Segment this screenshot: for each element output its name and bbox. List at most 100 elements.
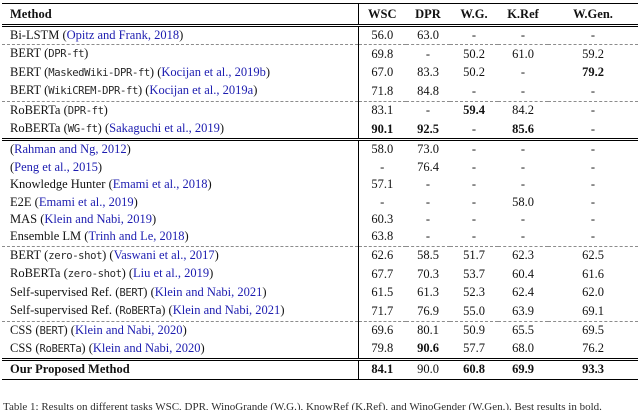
citation-link[interactable]: Emami et al., 2018 bbox=[112, 177, 208, 192]
method-name: Self-supervised Ref. bbox=[10, 284, 113, 299]
citation-link[interactable]: Klein and Nabi, 2021 bbox=[172, 303, 281, 318]
table-row: RoBERTa (DPR-ft) 83.1 - 59.4 84.2 - bbox=[2, 101, 638, 121]
citation-link[interactable]: Peng et al., 2015 bbox=[14, 159, 98, 174]
citation-link[interactable]: Rahman and Ng, 2012 bbox=[14, 142, 127, 157]
method-variant: RoBERTa bbox=[39, 342, 82, 355]
value-cell: 62.6 bbox=[371, 248, 394, 263]
table-row: (Rahman and Ng, 2012) 58.0 73.0 - - - bbox=[2, 139, 638, 159]
value-cell: 65.5 bbox=[512, 323, 534, 337]
value-cell: - bbox=[520, 65, 526, 80]
value-cell: - bbox=[425, 212, 431, 227]
value-cell: 51.7 bbox=[463, 248, 485, 263]
method-variant: RoBERTa bbox=[119, 305, 162, 318]
value-cell: 69.1 bbox=[582, 303, 604, 318]
method-cell: RoBERTa (WG-ft) (Sakaguchi et al., 2019) bbox=[2, 120, 359, 140]
method-name: BERT bbox=[10, 83, 41, 98]
value-cell: 76.2 bbox=[582, 341, 604, 356]
table-row: RoBERTa (WG-ft) (Sakaguchi et al., 2019)… bbox=[2, 120, 638, 140]
method-variant: DPR-ft bbox=[48, 48, 85, 61]
citation-link[interactable]: Opitz and Frank, 2018 bbox=[66, 28, 180, 42]
table-row: Ensemble LM (Trinh and Le, 2018) 63.8 - - - - bbox=[2, 228, 638, 247]
value-cell: 57.1 bbox=[371, 177, 394, 192]
citation-link[interactable]: Trinh and Le, 2018 bbox=[88, 229, 185, 244]
value-cell: 63.0 bbox=[417, 28, 439, 42]
method-variant: WG-ft bbox=[67, 123, 98, 136]
table-row: BERT (WikiCREM-DPR-ft) (Kocijan et al., … bbox=[2, 82, 638, 102]
method-name: RoBERTa bbox=[10, 121, 61, 136]
value-cell: 92.5 bbox=[417, 121, 439, 136]
value-cell: - bbox=[590, 159, 596, 174]
citation-link[interactable]: Kocijan et al., 2019b bbox=[161, 64, 266, 79]
value-cell: - bbox=[590, 103, 596, 118]
method-cell: BERT (WikiCREM-DPR-ft) (Kocijan et al., … bbox=[2, 82, 359, 102]
value-cell: 62.3 bbox=[512, 248, 534, 263]
method-name: Bi-LSTM bbox=[10, 28, 60, 42]
value-cell: 57.7 bbox=[463, 341, 485, 356]
method-name: MAS bbox=[10, 212, 38, 227]
col-header-wgen: W.Gen. bbox=[573, 7, 613, 21]
value-cell: 60.3 bbox=[371, 212, 394, 227]
citation-link[interactable]: Vaswani et al., 2017 bbox=[113, 247, 215, 262]
citation-link[interactable]: Sakaguchi et al., 2019 bbox=[109, 121, 220, 136]
value-cell: 68.0 bbox=[512, 341, 534, 356]
value-cell: 70.3 bbox=[417, 266, 439, 281]
value-cell: 76.4 bbox=[417, 159, 439, 174]
value-cell: 50.9 bbox=[463, 323, 485, 337]
value-cell: 76.9 bbox=[417, 303, 439, 318]
table-row: Self-supervised Ref. (RoBERTa) (Klein an… bbox=[2, 302, 638, 321]
table-caption: Table 1: Results on different tasks WSC,… bbox=[3, 401, 602, 410]
value-cell: 79.8 bbox=[371, 341, 394, 356]
table-row: CSS (BERT) (Klein and Nabi, 2020) 69.6 80.… bbox=[2, 321, 638, 340]
table-row: BERT (zero-shot) (Vaswani et al., 2017) 6… bbox=[2, 246, 638, 266]
method-cell: RoBERTa (zero-shot) (Liu et al., 2019) bbox=[2, 265, 359, 284]
citation-link[interactable]: Emami et al., 2019 bbox=[38, 194, 134, 209]
value-cell: 90.1 bbox=[371, 121, 394, 136]
method-cell: (Rahman and Ng, 2012) bbox=[2, 139, 359, 159]
value-cell: - bbox=[380, 194, 385, 209]
method-variant: BERT bbox=[39, 324, 64, 337]
value-cell: 58.0 bbox=[512, 194, 534, 209]
value-cell: 62.5 bbox=[582, 248, 604, 263]
method-name: Knowledge Hunter bbox=[10, 177, 106, 192]
method-name: RoBERTa bbox=[10, 266, 61, 281]
value-cell: 84.8 bbox=[417, 83, 439, 98]
value-cell: - bbox=[520, 83, 526, 98]
method-variant: MaskedWiki-DPR-ft bbox=[48, 66, 150, 79]
citation-link[interactable]: Klein and Nabi, 2021 bbox=[154, 284, 263, 299]
value-cell: - bbox=[520, 142, 526, 157]
value-cell: - bbox=[590, 121, 596, 136]
method-cell: Ensemble LM (Trinh and Le, 2018) bbox=[2, 228, 359, 247]
value-cell: - bbox=[520, 159, 526, 174]
value-cell: 84.2 bbox=[512, 103, 534, 118]
value-cell: - bbox=[471, 229, 477, 244]
table-row: Bi-LSTM (Opitz and Frank, 2018) 56.0 63.0 -… bbox=[2, 25, 638, 45]
value-cell: - bbox=[425, 229, 431, 244]
value-cell: 69.8 bbox=[371, 46, 394, 61]
col-header-wsc: WSC bbox=[368, 7, 397, 21]
citation-link[interactable]: Klein and Nabi, 2020 bbox=[92, 340, 201, 355]
table-row: BERT (DPR-ft) 69.8 - 50.2 61.0 59.2 bbox=[2, 44, 638, 64]
value-cell: 85.6 bbox=[512, 121, 534, 136]
citation-link[interactable]: Klein and Nabi, 2020 bbox=[74, 322, 183, 337]
value-cell: 69.9 bbox=[512, 362, 534, 377]
value-cell: 83.3 bbox=[417, 65, 439, 80]
method-name: CSS bbox=[10, 340, 33, 355]
citation-link[interactable]: Liu et al., 2019 bbox=[133, 266, 210, 281]
value-cell: 71.8 bbox=[371, 83, 394, 98]
method-name: Self-supervised Ref. bbox=[10, 303, 113, 318]
table-row: Knowledge Hunter (Emami et al., 2018) 57.… bbox=[2, 176, 638, 194]
method-name: CSS bbox=[10, 322, 33, 337]
method-cell: BERT (zero-shot) (Vaswani et al., 2017) bbox=[2, 246, 359, 266]
value-cell: - bbox=[520, 28, 526, 42]
method-cell: BERT (MaskedWiki-DPR-ft) (Kocijan et al.… bbox=[2, 63, 359, 83]
method-cell: MAS (Klein and Nabi, 2019) bbox=[2, 211, 359, 229]
value-cell: 61.3 bbox=[417, 285, 439, 300]
citation-link[interactable]: Klein and Nabi, 2019 bbox=[44, 212, 153, 227]
value-cell: - bbox=[590, 142, 596, 157]
value-cell: 90.6 bbox=[417, 341, 439, 356]
value-cell: 53.7 bbox=[463, 266, 485, 281]
value-cell: - bbox=[425, 46, 431, 61]
method-name: RoBERTa bbox=[10, 102, 61, 117]
citation-link[interactable]: Kocijan et al., 2019a bbox=[149, 83, 254, 98]
value-cell: 61.0 bbox=[512, 46, 534, 61]
